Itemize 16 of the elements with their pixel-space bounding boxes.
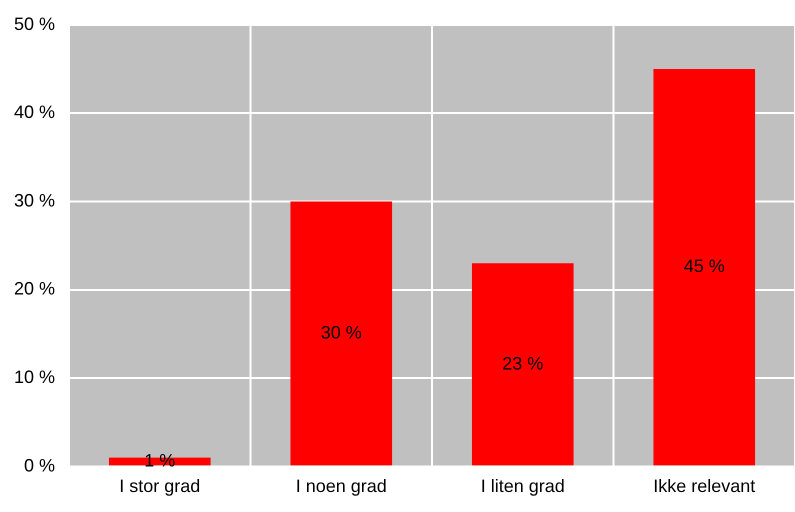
y-tick-label: 10 % [14,367,56,388]
x-tick-label: I noen grad [296,476,387,496]
x-tick-label: I liten grad [480,476,565,496]
x-tick-label: Ikke relevant [653,476,756,496]
x-tick-label: I stor grad [119,476,200,496]
bar [472,263,574,466]
y-tick-label: 20 % [14,278,56,299]
bar [653,68,756,466]
bar [290,201,392,466]
y-tick-label: 40 % [14,102,56,122]
y-tick-label: 50 % [14,14,56,34]
data-label: 30 % [320,322,362,342]
y-tick-label: 0 % [24,455,56,476]
y-tick-label: 30 % [14,190,56,210]
data-label: 23 % [502,353,544,374]
data-label: 45 % [684,256,725,276]
